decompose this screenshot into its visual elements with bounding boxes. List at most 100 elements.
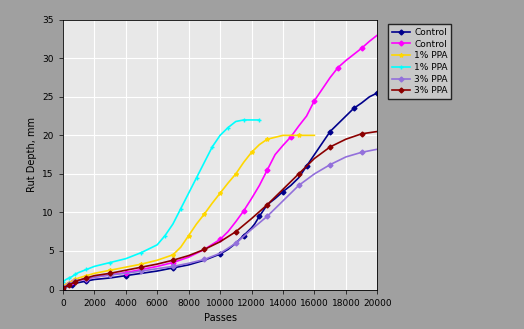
Control [83, 277, 90, 281]
Control [248, 226, 255, 230]
1% PPA [209, 145, 215, 149]
1% PPA [72, 278, 79, 282]
Control [201, 247, 208, 251]
Control [91, 275, 97, 279]
3% PPA [60, 286, 66, 290]
Control [225, 247, 231, 251]
Control [91, 278, 97, 282]
3% PPA [327, 163, 333, 166]
Control [256, 214, 263, 218]
Control [351, 52, 357, 56]
1% PPA [162, 234, 168, 238]
Control [138, 267, 145, 271]
3% PPA [374, 130, 380, 134]
3% PPA [138, 265, 145, 269]
Line: 3% PPA: 3% PPA [61, 147, 379, 289]
Control [60, 284, 66, 288]
1% PPA [217, 191, 223, 195]
Control [288, 184, 294, 188]
3% PPA [358, 132, 365, 136]
3% PPA [185, 254, 192, 258]
3% PPA [343, 137, 349, 141]
Line: 1% PPA: 1% PPA [61, 118, 261, 284]
Control [303, 164, 310, 168]
1% PPA [248, 118, 255, 122]
3% PPA [66, 283, 72, 287]
3% PPA [248, 216, 255, 220]
3% PPA [264, 214, 270, 218]
Control [217, 238, 223, 241]
1% PPA [69, 279, 75, 283]
3% PPA [107, 271, 113, 275]
Control [248, 197, 255, 201]
3% PPA [69, 281, 75, 285]
1% PPA [178, 245, 184, 249]
Control [185, 263, 192, 267]
3% PPA [69, 281, 75, 285]
Control [252, 222, 258, 226]
3% PPA [296, 184, 302, 188]
1% PPA [185, 191, 192, 195]
Control [280, 190, 286, 193]
Control [241, 209, 247, 213]
3% PPA [91, 274, 97, 278]
Control [185, 255, 192, 259]
Control [335, 65, 341, 69]
1% PPA [193, 176, 200, 180]
Control [335, 122, 341, 126]
3% PPA [217, 240, 223, 244]
1% PPA [256, 143, 263, 147]
3% PPA [72, 280, 79, 284]
1% PPA [60, 284, 66, 288]
Control [311, 99, 318, 103]
Control [69, 280, 75, 284]
1% PPA [193, 222, 200, 226]
Legend: Control, Control, 1% PPA, 1% PPA, 3% PPA, 3% PPA: Control, Control, 1% PPA, 1% PPA, 3% PPA… [388, 24, 451, 99]
3% PPA [154, 262, 160, 266]
1% PPA [107, 261, 113, 265]
3% PPA [123, 271, 129, 275]
3% PPA [311, 172, 318, 176]
Control [63, 285, 69, 289]
Control [264, 203, 270, 207]
1% PPA [75, 270, 82, 274]
1% PPA [217, 133, 223, 137]
Control [233, 241, 239, 245]
3% PPA [66, 282, 72, 286]
Control [296, 176, 302, 180]
3% PPA [327, 145, 333, 149]
1% PPA [185, 234, 192, 238]
1% PPA [241, 160, 247, 164]
1% PPA [296, 133, 302, 137]
3% PPA [138, 269, 145, 273]
Control [170, 266, 176, 270]
1% PPA [154, 258, 160, 262]
Control [154, 265, 160, 268]
3% PPA [264, 203, 270, 207]
3% PPA [233, 241, 239, 245]
Control [72, 281, 79, 285]
1% PPA [91, 265, 97, 268]
Control [75, 281, 82, 285]
1% PPA [60, 280, 66, 284]
3% PPA [296, 172, 302, 176]
1% PPA [69, 274, 75, 278]
Control [233, 220, 239, 224]
Control [123, 270, 129, 274]
Control [225, 230, 231, 234]
Control [69, 283, 75, 287]
Control [343, 59, 349, 63]
1% PPA [311, 133, 318, 137]
3% PPA [358, 150, 365, 154]
3% PPA [374, 147, 380, 151]
Control [83, 279, 90, 283]
1% PPA [209, 201, 215, 205]
1% PPA [233, 172, 239, 176]
1% PPA [66, 281, 72, 285]
3% PPA [201, 247, 208, 251]
Control [319, 141, 325, 145]
Control [288, 135, 294, 139]
Control [241, 234, 247, 238]
3% PPA [280, 187, 286, 191]
Control [217, 252, 223, 256]
